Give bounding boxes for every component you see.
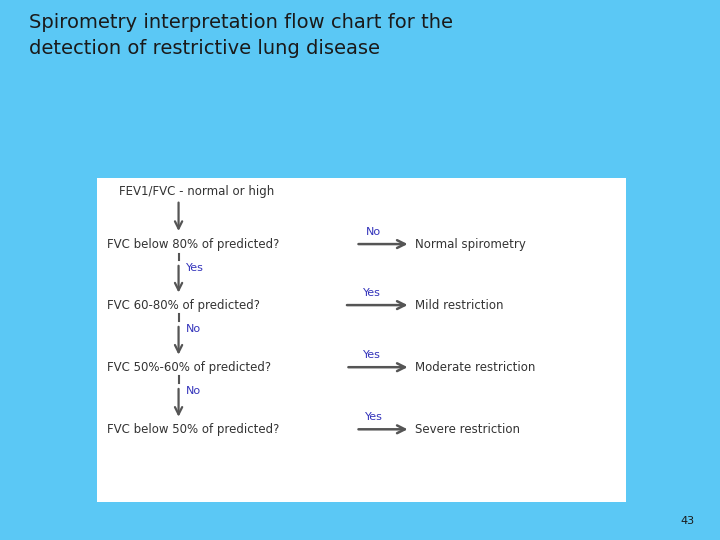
Text: 43: 43 <box>680 516 695 526</box>
Text: Spirometry interpretation flow chart for the
detection of restrictive lung disea: Spirometry interpretation flow chart for… <box>29 14 453 57</box>
Text: Yes: Yes <box>363 287 380 298</box>
Text: Yes: Yes <box>364 349 381 360</box>
Text: FVC 60-80% of predicted?: FVC 60-80% of predicted? <box>107 299 260 312</box>
Text: Yes: Yes <box>186 263 204 273</box>
Text: No: No <box>366 226 382 237</box>
Bar <box>97 178 626 502</box>
Text: Normal spirometry: Normal spirometry <box>415 238 526 251</box>
Text: Moderate restriction: Moderate restriction <box>415 361 536 374</box>
Text: FEV1/FVC - normal or high: FEV1/FVC - normal or high <box>119 185 274 198</box>
Text: FVC below 50% of predicted?: FVC below 50% of predicted? <box>107 423 279 436</box>
Text: FVC below 80% of predicted?: FVC below 80% of predicted? <box>107 238 279 251</box>
Text: No: No <box>186 324 201 334</box>
Text: Yes: Yes <box>365 411 382 422</box>
Text: Severe restriction: Severe restriction <box>415 423 521 436</box>
Text: No: No <box>186 386 201 396</box>
Text: Mild restriction: Mild restriction <box>415 299 504 312</box>
Text: FVC 50%-60% of predicted?: FVC 50%-60% of predicted? <box>107 361 271 374</box>
